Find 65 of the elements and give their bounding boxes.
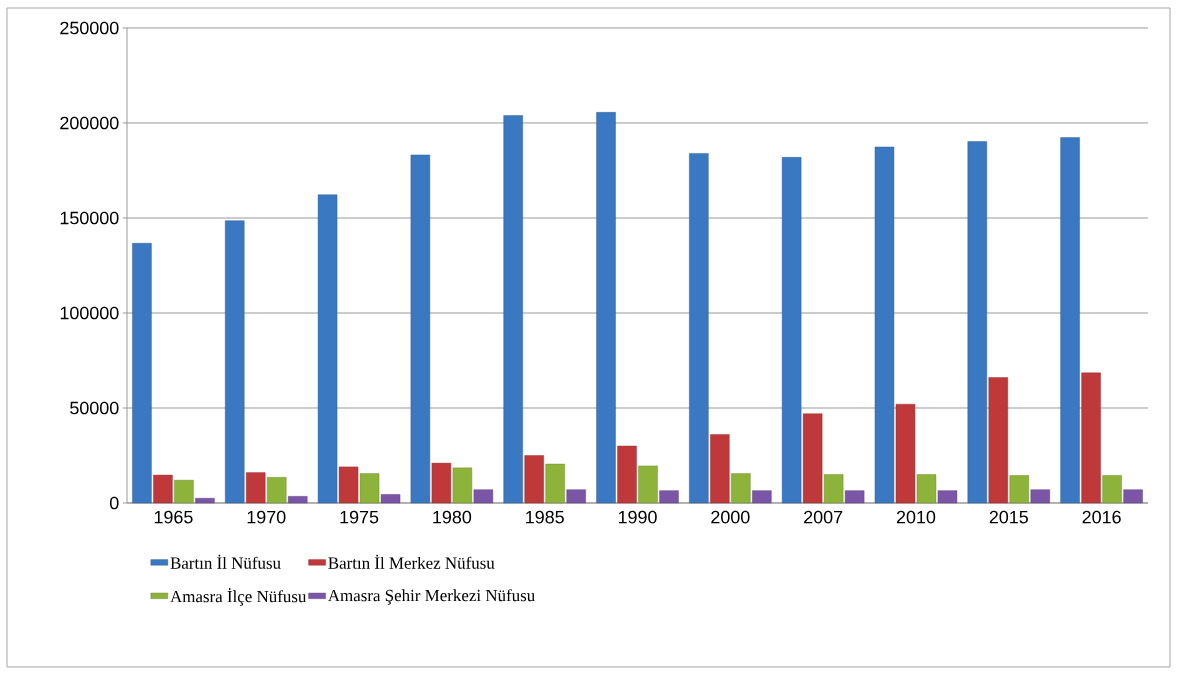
bar xyxy=(617,445,637,504)
bar xyxy=(874,146,895,504)
y-tick-label: 150000 xyxy=(60,211,119,225)
x-tick-label: 2000 xyxy=(711,510,750,524)
y-tick-label: 50000 xyxy=(70,401,119,415)
y-tick-label: 200000 xyxy=(60,116,119,130)
bar xyxy=(638,465,658,504)
bar xyxy=(338,466,359,504)
bar xyxy=(895,403,916,504)
x-tick-label: 1970 xyxy=(247,510,286,524)
x-tick-label: 2007 xyxy=(804,510,843,524)
bar xyxy=(916,474,937,504)
bar xyxy=(225,220,245,504)
bar xyxy=(710,434,730,504)
bar xyxy=(1060,137,1080,504)
bar xyxy=(452,467,473,504)
bar xyxy=(988,377,1008,504)
bar xyxy=(1009,475,1029,504)
bar xyxy=(410,154,431,504)
bar xyxy=(174,479,194,504)
y-tick-label: 250000 xyxy=(60,21,119,35)
x-tick-label: 2015 xyxy=(989,510,1028,524)
bar xyxy=(153,474,173,504)
bar xyxy=(503,115,523,504)
y-tick-label: 0 xyxy=(109,496,119,510)
bar xyxy=(524,455,544,504)
x-tick-label: 1985 xyxy=(526,510,564,524)
legend-label: Bartın İl Merkez Nüfusu xyxy=(328,554,495,569)
bar xyxy=(659,490,679,504)
bar xyxy=(844,490,865,504)
bar xyxy=(1030,489,1050,504)
x-tick-label: 1965 xyxy=(154,510,193,524)
bar xyxy=(967,141,987,504)
bar xyxy=(195,498,215,504)
bar xyxy=(473,489,494,504)
legend-label: Bartın İl Nüfusu xyxy=(170,554,281,569)
bar xyxy=(431,462,452,504)
x-tick-label: 1990 xyxy=(618,510,657,524)
legend-label: Amasra Şehir Merkezi Nüfusu xyxy=(327,589,535,605)
bar xyxy=(359,473,380,504)
bar xyxy=(1102,475,1122,504)
bar xyxy=(246,472,266,504)
bar xyxy=(380,494,401,504)
bar xyxy=(781,157,802,504)
legend-label: Amasra İlçe Nüfusu xyxy=(170,588,307,606)
bar xyxy=(317,194,338,504)
bar xyxy=(937,490,958,504)
bar xyxy=(132,243,152,504)
bar xyxy=(802,413,823,504)
bar xyxy=(731,473,751,504)
y-tick-label: 100000 xyxy=(60,306,119,320)
bar xyxy=(689,153,709,504)
bar xyxy=(267,477,287,504)
bar xyxy=(288,496,308,504)
x-tick-label: 1975 xyxy=(340,510,379,524)
x-tick-label: 1980 xyxy=(433,510,472,524)
bar xyxy=(823,474,844,504)
bar xyxy=(752,490,772,504)
x-tick-label: 2010 xyxy=(896,510,936,524)
bar xyxy=(545,463,565,504)
bar xyxy=(566,489,586,504)
bar xyxy=(596,112,616,504)
x-tick-label: 2016 xyxy=(1082,510,1121,524)
bar xyxy=(1081,372,1101,504)
bar xyxy=(1123,489,1143,504)
